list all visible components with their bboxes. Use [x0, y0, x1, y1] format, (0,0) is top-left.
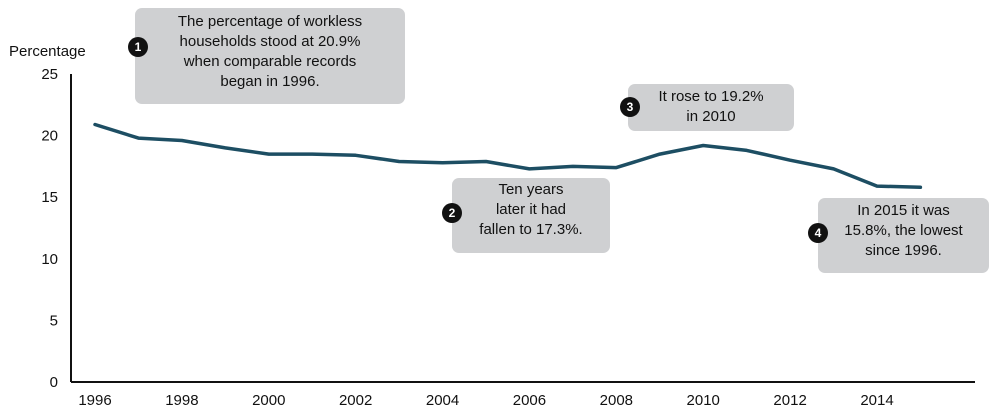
x-tick-label: 2002: [339, 392, 372, 409]
annotation-2-line-1: Ten years: [498, 181, 564, 198]
annotation-2-line-2: later it had: [495, 201, 567, 218]
chart-axes: [70, 74, 975, 383]
x-tick-label: 1996: [78, 392, 111, 409]
x-tick-label: 2004: [426, 392, 459, 409]
annotation-1-line-4: began in 1996.: [220, 73, 320, 90]
annotation-1-line-3: when comparable records: [183, 53, 357, 70]
annotation-1-badge: 1: [128, 37, 148, 57]
y-axis-title: Percentage: [9, 43, 86, 60]
annotation-4-line-2: 15.8%, the lowest: [844, 222, 963, 239]
annotation-4-line-3: since 1996.: [865, 242, 942, 259]
y-tick-label: 20: [41, 128, 58, 145]
annotation-2-line-3: fallen to 17.3%.: [479, 221, 583, 238]
x-tick-label: 2006: [513, 392, 546, 409]
x-tick-label: 2008: [600, 392, 633, 409]
annotation-3-line-2: in 2010: [686, 108, 736, 125]
annotation-1: The percentage of workless households st…: [135, 8, 405, 104]
annotation-1-line-2: households stood at 20.9%: [179, 33, 361, 50]
y-tick-label: 5: [50, 312, 58, 329]
y-tick-label: 0: [50, 374, 58, 391]
annotation-4-line-1: In 2015 it was: [857, 202, 950, 219]
y-tick-label: 10: [41, 251, 58, 268]
y-tick-label: 25: [41, 66, 58, 83]
x-axis-ticks: 1996 1998 2000 2002 2004 2006 2008 2010 2012 2014: [78, 392, 893, 409]
annotation-4: In 2015 it was 15.8%, the lowest since 1…: [818, 198, 989, 273]
annotation-3-line-1: It rose to 19.2%: [658, 88, 764, 105]
x-tick-label: 1998: [165, 392, 198, 409]
annotation-1-line-1: The percentage of workless: [177, 13, 363, 30]
x-tick-label: 2014: [860, 392, 893, 409]
y-axis-ticks: 0 5 10 15 20 25: [41, 66, 58, 391]
y-tick-label: 15: [41, 189, 58, 206]
series-lines: [93, 122, 923, 190]
x-tick-label: 2010: [687, 392, 720, 409]
annotation-2: Ten years later it had fallen to 17.3%.: [452, 178, 610, 253]
annotation-2-badge: 2: [442, 203, 462, 223]
annotation-3-badge: 3: [620, 97, 640, 117]
x-tick-label: 2012: [773, 392, 806, 409]
series-line: [93, 122, 923, 190]
annotation-3: It rose to 19.2% in 2010: [628, 84, 794, 131]
annotation-4-badge: 4: [808, 223, 828, 243]
x-tick-label: 2000: [252, 392, 285, 409]
